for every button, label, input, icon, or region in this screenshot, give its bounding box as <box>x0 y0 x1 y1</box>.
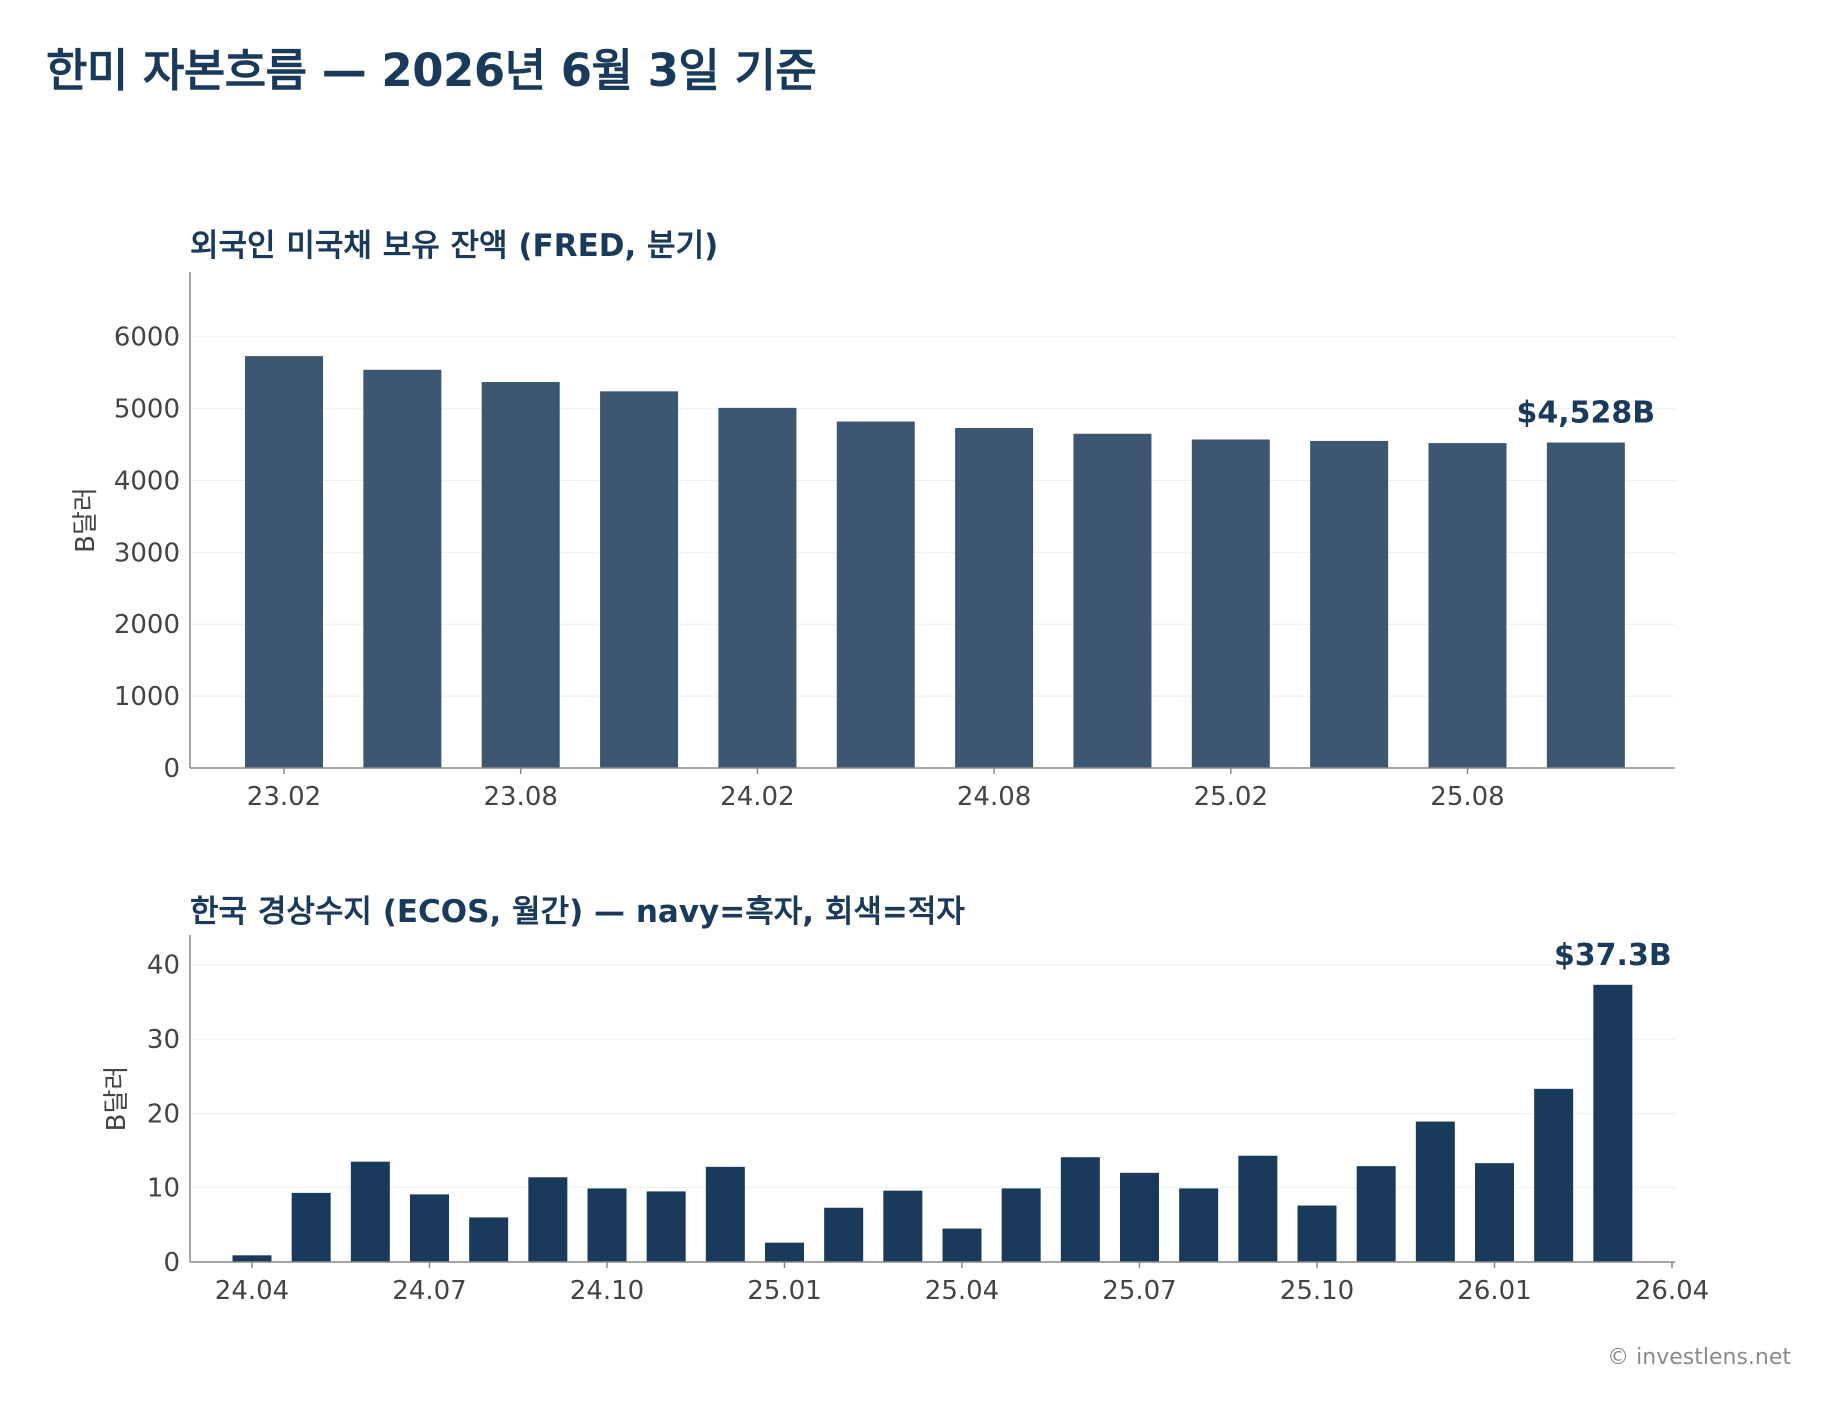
y-tick-label: 0 <box>163 754 180 784</box>
x-tick-label: 25.02 <box>1194 782 1268 812</box>
bar <box>1179 1188 1219 1262</box>
current-account-chart: 한국 경상수지 (ECOS, 월간) — navy=흑자, 회색=적자 0 10 2… <box>102 894 1709 1306</box>
x-tick-label: 25.07 <box>1102 1276 1176 1306</box>
bar <box>1534 1088 1574 1262</box>
bar <box>1593 984 1633 1262</box>
copyright-footer: © investlens.net <box>1607 1345 1791 1370</box>
bar <box>291 1192 331 1262</box>
y-tick-label: 5000 <box>114 395 180 425</box>
x-tick-label: 24.02 <box>720 782 794 812</box>
treasury-bars <box>245 356 1625 768</box>
current-account-axes <box>189 935 1675 1263</box>
bar <box>1191 439 1270 768</box>
treasury-x-ticks: 23.02 23.08 24.02 24.08 25.02 25.08 <box>247 768 1505 812</box>
bar <box>469 1217 509 1262</box>
x-tick-label: 24.08 <box>957 782 1031 812</box>
bar <box>836 421 915 768</box>
bar <box>955 427 1034 768</box>
treasury-latest-callout: $4,528B <box>1517 396 1656 431</box>
bar <box>232 1255 272 1262</box>
chart-title-current-account: 한국 경상수지 (ECOS, 월간) — navy=흑자, 회색=적자 <box>190 894 965 930</box>
bar <box>1238 1155 1278 1262</box>
bar <box>245 356 323 768</box>
page-title: 한미 자본흐름 — 2026년 6월 3일 기준 <box>46 44 817 97</box>
bar <box>1297 1205 1337 1262</box>
treasury-holdings-chart: 외국인 미국채 보유 잔액 (FRED, 분기) 0 1000 2000 3000 40… <box>71 228 1675 812</box>
bar <box>363 369 442 768</box>
y-tick-label: 10 <box>147 1174 180 1204</box>
x-tick-label: 23.02 <box>247 782 321 812</box>
bar <box>646 1191 686 1262</box>
x-tick-label: 25.01 <box>747 1276 821 1306</box>
current-account-latest-callout: $37.3B <box>1554 938 1672 973</box>
x-tick-label: 26.01 <box>1457 1276 1531 1306</box>
y-tick-label: 4000 <box>114 466 180 496</box>
treasury-axes <box>189 272 1675 769</box>
bar <box>1310 440 1389 768</box>
x-tick-label: 24.07 <box>392 1276 466 1306</box>
y-tick-label: 1000 <box>114 682 180 712</box>
y-tick-label: 30 <box>147 1025 180 1055</box>
bar <box>883 1190 923 1262</box>
x-tick-label: 24.10 <box>570 1276 644 1306</box>
bar <box>350 1161 390 1262</box>
bar <box>1060 1157 1100 1262</box>
current-account-y-axis-label: B달러 <box>102 1066 132 1132</box>
x-tick-label: 26.04 <box>1635 1276 1709 1306</box>
x-tick-label: 25.04 <box>925 1276 999 1306</box>
bar <box>705 1166 745 1262</box>
current-account-y-ticks: 0 10 20 30 40 <box>147 951 180 1278</box>
bar <box>1546 442 1625 768</box>
current-account-x-ticks: 24.04 24.07 24.10 25.01 25.04 25.07 25.10 26.01… <box>215 1262 1709 1306</box>
x-tick-label: 25.10 <box>1280 1276 1354 1306</box>
bar <box>1428 443 1507 768</box>
treasury-y-axis-label: B달러 <box>71 487 101 553</box>
y-tick-label: 3000 <box>114 538 180 568</box>
bar <box>942 1228 982 1262</box>
x-tick-label: 23.08 <box>483 782 557 812</box>
y-tick-label: 20 <box>147 1099 180 1129</box>
bar <box>1073 433 1152 768</box>
bar <box>1415 1121 1455 1262</box>
bar <box>824 1207 864 1262</box>
bar <box>600 391 679 768</box>
y-tick-label: 0 <box>163 1248 180 1278</box>
x-tick-label: 25.08 <box>1430 782 1504 812</box>
y-tick-label: 2000 <box>114 610 180 640</box>
bar <box>481 381 560 768</box>
bar <box>528 1177 568 1262</box>
current-account-bars <box>232 984 1633 1262</box>
y-tick-label: 40 <box>147 951 180 981</box>
chart-title-treasury: 외국인 미국채 보유 잔액 (FRED, 분기) <box>190 228 718 264</box>
bar <box>718 407 797 768</box>
bar <box>1475 1163 1514 1262</box>
bar <box>410 1194 449 1262</box>
x-tick-label: 24.04 <box>215 1276 289 1306</box>
bar <box>587 1188 627 1262</box>
treasury-y-ticks: 0 1000 2000 3000 4000 5000 6000 <box>114 323 180 784</box>
bar <box>765 1242 804 1262</box>
bar <box>1120 1172 1159 1262</box>
bar <box>1001 1188 1041 1262</box>
bar <box>1356 1166 1396 1262</box>
y-tick-label: 6000 <box>114 323 180 353</box>
